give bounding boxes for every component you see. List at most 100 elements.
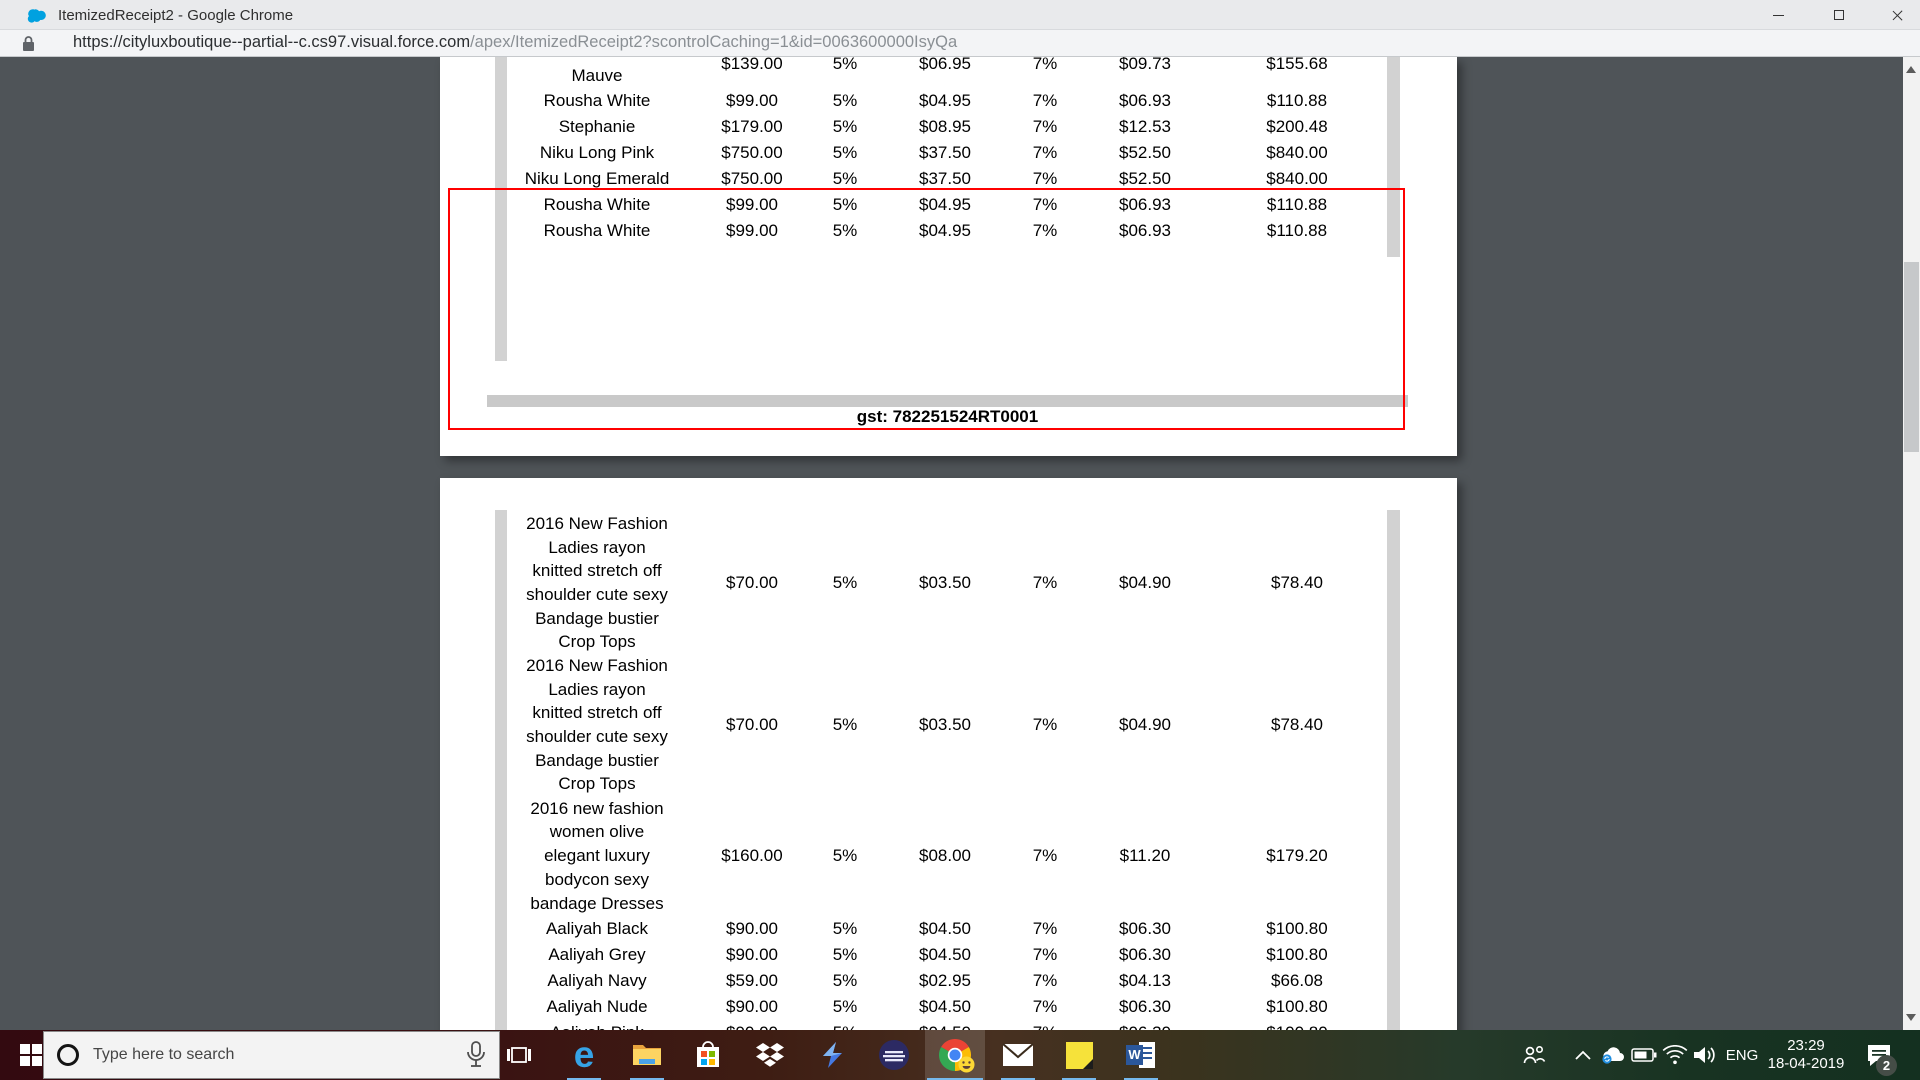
window-title: ItemizedReceipt2 - Google Chrome [58,7,294,24]
table-left-border [495,510,507,1030]
table-left-border [495,57,507,361]
cell-pst-rate: 7% [1032,919,1058,938]
word-icon: W [1126,1041,1156,1069]
volume-button[interactable] [1690,1030,1720,1080]
file-explorer-icon [633,1045,661,1065]
cell-total: $78.40 [1271,573,1323,592]
cell-gst-rate: 5% [832,945,858,964]
cell-name: Aaliyah Black [545,919,649,939]
open-app-indicator [1124,1077,1158,1080]
cell-price: $99.00 [726,195,778,214]
cell-total: $100.80 [1266,945,1328,964]
taskbar-icon-sticky-notes[interactable] [1049,1030,1109,1080]
table-footer-bar [487,395,1408,407]
tray-expand-button[interactable] [1569,1030,1597,1080]
taskbar-icon-eclipse[interactable] [864,1030,924,1080]
emoji-badge [958,1056,975,1073]
lock-icon[interactable] [22,35,35,52]
cell-pst-rate: 7% [1032,846,1058,865]
scrollbar-thumb[interactable] [1904,262,1919,452]
table-row: Stephanie $179.00 5% $08.95 7% $12.53 $200.48 [440,114,1457,140]
cell-pst-amount: $12.53 [1119,117,1171,136]
cell-pst-rate: 7% [1032,143,1058,162]
cell-gst-rate: 5% [832,169,858,188]
scroll-up-arrow-icon[interactable] [1906,66,1916,73]
cell-pst-rate: 7% [1032,997,1058,1016]
taskbar: Type here to search e [0,1030,1920,1080]
cell-price: $99.00 [726,221,778,240]
cell-pst-rate: 7% [1032,91,1058,110]
table-row: Niku Long Pink $750.00 5% $37.50 7% $52.50 $84… [440,140,1457,166]
taskbar-icon-chrome[interactable] [925,1030,985,1080]
mail-icon [1002,1043,1034,1066]
chevron-up-icon [1575,1050,1591,1060]
url-domain: https://cityluxboutique--partial--c.cs97… [73,33,471,51]
cell-pst-rate: 7% [1032,971,1058,990]
taskbar-icon-mail[interactable] [988,1030,1048,1080]
start-button[interactable] [8,1030,54,1080]
date: 18-04-2019 [1767,1055,1845,1072]
cell-gst-amount: $04.50 [919,919,971,938]
cell-price: $59.00 [726,971,778,990]
cell-gst-rate: 5% [832,971,858,990]
notification-badge[interactable]: 2 [1876,1055,1897,1076]
cell-gst-rate: 5% [832,143,858,162]
url-bar[interactable]: https://cityluxboutique--partial--c.cs97… [73,33,957,52]
cell-pst-amount: $06.93 [1119,195,1171,214]
wifi-button[interactable] [1660,1030,1690,1080]
cell-price: $99.00 [726,91,778,110]
cell-gst-amount: $37.50 [919,169,971,188]
cell-price: $90.00 [687,1020,817,1030]
onedrive-button[interactable] [1598,1030,1628,1080]
maximize-button[interactable] [1816,0,1862,30]
maximize-icon [1834,10,1844,20]
taskbar-clock[interactable]: 23:29 18-04-2019 [1763,1030,1849,1080]
cell-pst-amount: $52.50 [1119,169,1171,188]
table-right-border [1387,510,1400,1030]
task-view-icon [507,1047,531,1063]
microphone-icon[interactable] [465,1040,487,1070]
close-button[interactable] [1874,0,1920,30]
search-input[interactable]: Type here to search [43,1031,500,1079]
cell-name: Aaliyah Nude [546,997,648,1017]
page-content-area: Mauve $139.00 5% $06.95 7% $09.73 $155.68 Roush… [0,57,1920,1030]
taskbar-icon-edge[interactable]: e [554,1030,614,1080]
cell-gst-amount: $04.95 [919,195,971,214]
receipt-table-page-1: Mauve $139.00 5% $06.95 7% $09.73 $155.68 Roush… [440,57,1457,244]
cell-total: $66.08 [1271,971,1323,990]
cell-gst-rate: 5% [832,195,858,214]
table-row: Rousha White $99.00 5% $04.95 7% $06.93 $110.8… [440,192,1457,218]
receipt-page-2: 2016 New Fashion Ladies rayon knitted st… [440,478,1457,1030]
scroll-down-arrow-icon[interactable] [1906,1014,1916,1021]
language-indicator[interactable]: ENG [1725,1046,1759,1064]
taskbar-icon-file-explorer[interactable] [617,1030,677,1080]
taskbar-icon-word[interactable]: W [1111,1030,1171,1080]
cell-price: $750.00 [721,143,783,162]
cell-total: $100.80 [1266,919,1328,938]
people-button[interactable] [1516,1030,1552,1080]
minimize-button[interactable] [1755,0,1801,30]
microsoft-store-icon [697,1041,719,1067]
taskbar-icon-lightning-app[interactable] [801,1030,861,1080]
open-app-indicator [1001,1077,1035,1080]
task-view-button[interactable] [496,1030,542,1080]
cell-price: $70.00 [726,573,778,592]
taskbar-icon-microsoft-store[interactable] [678,1030,738,1080]
cell-price: $90.00 [726,945,778,964]
cell-total: $78.40 [1271,715,1323,734]
scrollbar[interactable] [1903,57,1920,1030]
cell-gst-amount: $08.95 [919,117,971,136]
table-row: Aaliyah Navy $59.00 5% $02.95 7% $04.13 $66.08 [440,968,1457,994]
cell-name: 2016 New Fashion Ladies rayon knitted st… [526,513,668,652]
table-row: 2016 new fashion women olive elegant lux… [440,796,1457,916]
cell-pst-amount: $06.30 [1119,919,1171,938]
cell-pst-amount: $04.90 [1119,573,1171,592]
cell-pst-amount: $52.50 [1119,143,1171,162]
taskbar-icon-dropbox[interactable] [740,1030,800,1080]
table-row: 2016 New Fashion Ladies rayon knitted st… [440,654,1457,796]
cell-gst-amount: $02.95 [919,971,971,990]
battery-button[interactable] [1629,1030,1659,1080]
onedrive-cloud-icon [1602,1047,1624,1064]
cell-gst-amount: $08.00 [919,846,971,865]
cell-gst-amount: $04.50 [873,1020,1017,1030]
